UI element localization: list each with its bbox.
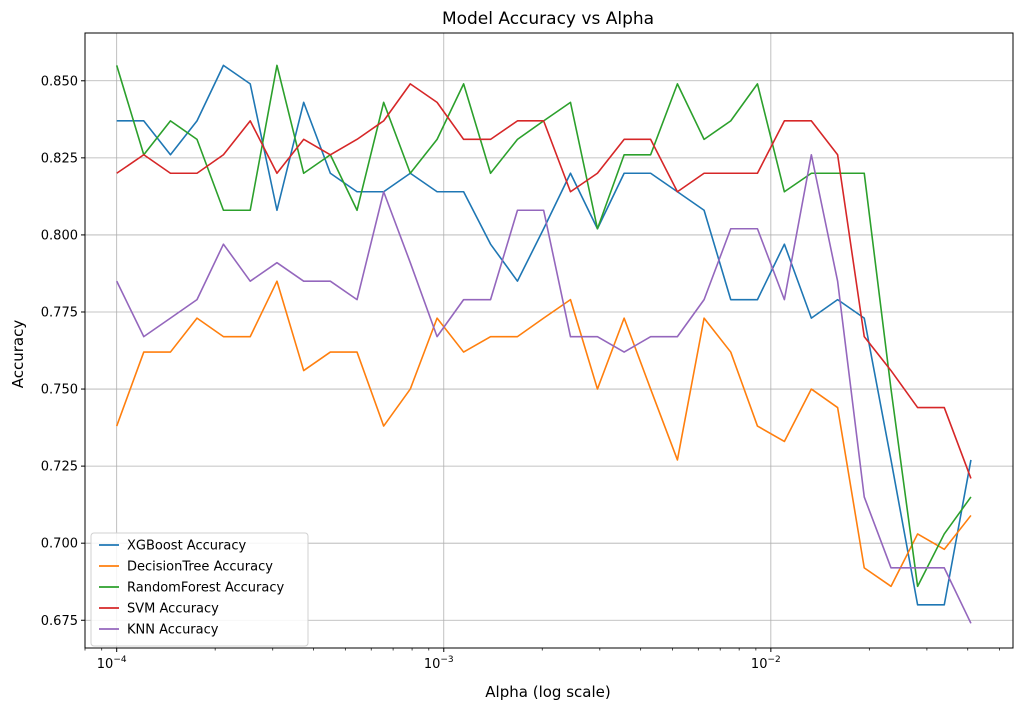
x-tick-label: 10−2 — [751, 655, 781, 672]
legend: XGBoost Accuracy DecisionTree Accuracy Ran… — [90, 532, 309, 647]
chart-title: Model Accuracy vs Alpha — [442, 9, 654, 29]
y-tick-label: 0.750 — [41, 383, 78, 398]
y-tick-label: 0.725 — [41, 460, 78, 475]
legend-box — [90, 532, 309, 647]
svm-accuracy-legend-label: SVM Accuracy — [127, 602, 219, 617]
plot-frame — [84, 32, 1014, 649]
x-tick-label: 10−4 — [97, 655, 127, 672]
x-axis-label: Alpha (log scale) — [485, 683, 610, 701]
y-tick-label: 0.825 — [41, 151, 78, 166]
y-axis-label: Accuracy — [9, 320, 27, 389]
decisiontree-accuracy-line — [115, 280, 972, 588]
xgboost-accuracy-legend-label: XGBoost Accuracy — [127, 539, 246, 554]
decisiontree-accuracy-legend-label: DecisionTree Accuracy — [127, 560, 273, 575]
y-tick-label: 0.700 — [41, 537, 78, 552]
x-tick-label: 10−3 — [424, 655, 454, 672]
y-tick-label: 0.850 — [41, 74, 78, 89]
knn-accuracy-line — [115, 153, 972, 624]
y-tick-label: 0.800 — [41, 228, 78, 243]
xgboost-accuracy-line — [116, 64, 972, 606]
svm-accuracy-line — [116, 83, 972, 479]
randomforest-accuracy-legend-label: RandomForest Accuracy — [127, 581, 285, 596]
y-axis-ticks: 0.675 0.700 0.725 0.750 0.775 0.800 0.825 0.850 — [41, 74, 85, 629]
y-tick-label: 0.675 — [41, 614, 78, 629]
x-axis-ticks: 10−4 10−3 10−2 — [84, 648, 1000, 672]
series-lines — [115, 64, 972, 624]
y-tick-label: 0.775 — [41, 305, 78, 320]
knn-accuracy-legend-label: KNN Accuracy — [127, 623, 219, 638]
